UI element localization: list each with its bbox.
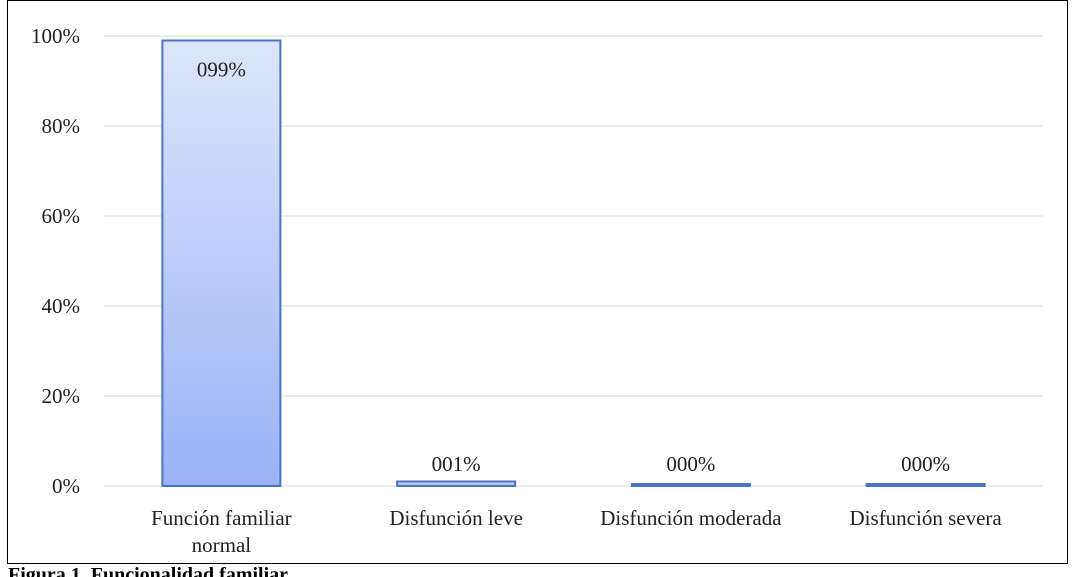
category-label: Disfunción moderada	[600, 506, 782, 530]
bar	[396, 480, 517, 487]
y-axis-ticks: 0% 20% 40% 60% 80% 100%	[31, 24, 80, 498]
bar	[865, 483, 986, 487]
category-label: Disfunción leve	[389, 506, 523, 530]
y-tick-label: 80%	[42, 114, 81, 138]
y-tick-label: 60%	[42, 204, 81, 228]
data-label: 000%	[666, 452, 715, 476]
bar	[630, 483, 751, 487]
y-tick-label: 40%	[42, 294, 81, 318]
figure-caption: Figura 1. Funcionalidad familiar	[8, 565, 289, 577]
x-axis-categories: Función familiar normal Disfunción leve Dis…	[151, 506, 1002, 557]
data-label: 099%	[197, 58, 246, 82]
y-tick-label: 100%	[31, 24, 80, 48]
bars	[161, 39, 986, 487]
data-label: 001%	[432, 452, 481, 476]
bar	[161, 39, 282, 487]
category-label: Disfunción severa	[850, 506, 1003, 530]
category-label: Función familiar normal	[151, 506, 292, 557]
data-label: 000%	[901, 452, 950, 476]
y-tick-label: 0%	[52, 474, 80, 498]
data-labels: 099% 001% 000% 000%	[197, 58, 950, 477]
y-tick-label: 20%	[42, 384, 81, 408]
